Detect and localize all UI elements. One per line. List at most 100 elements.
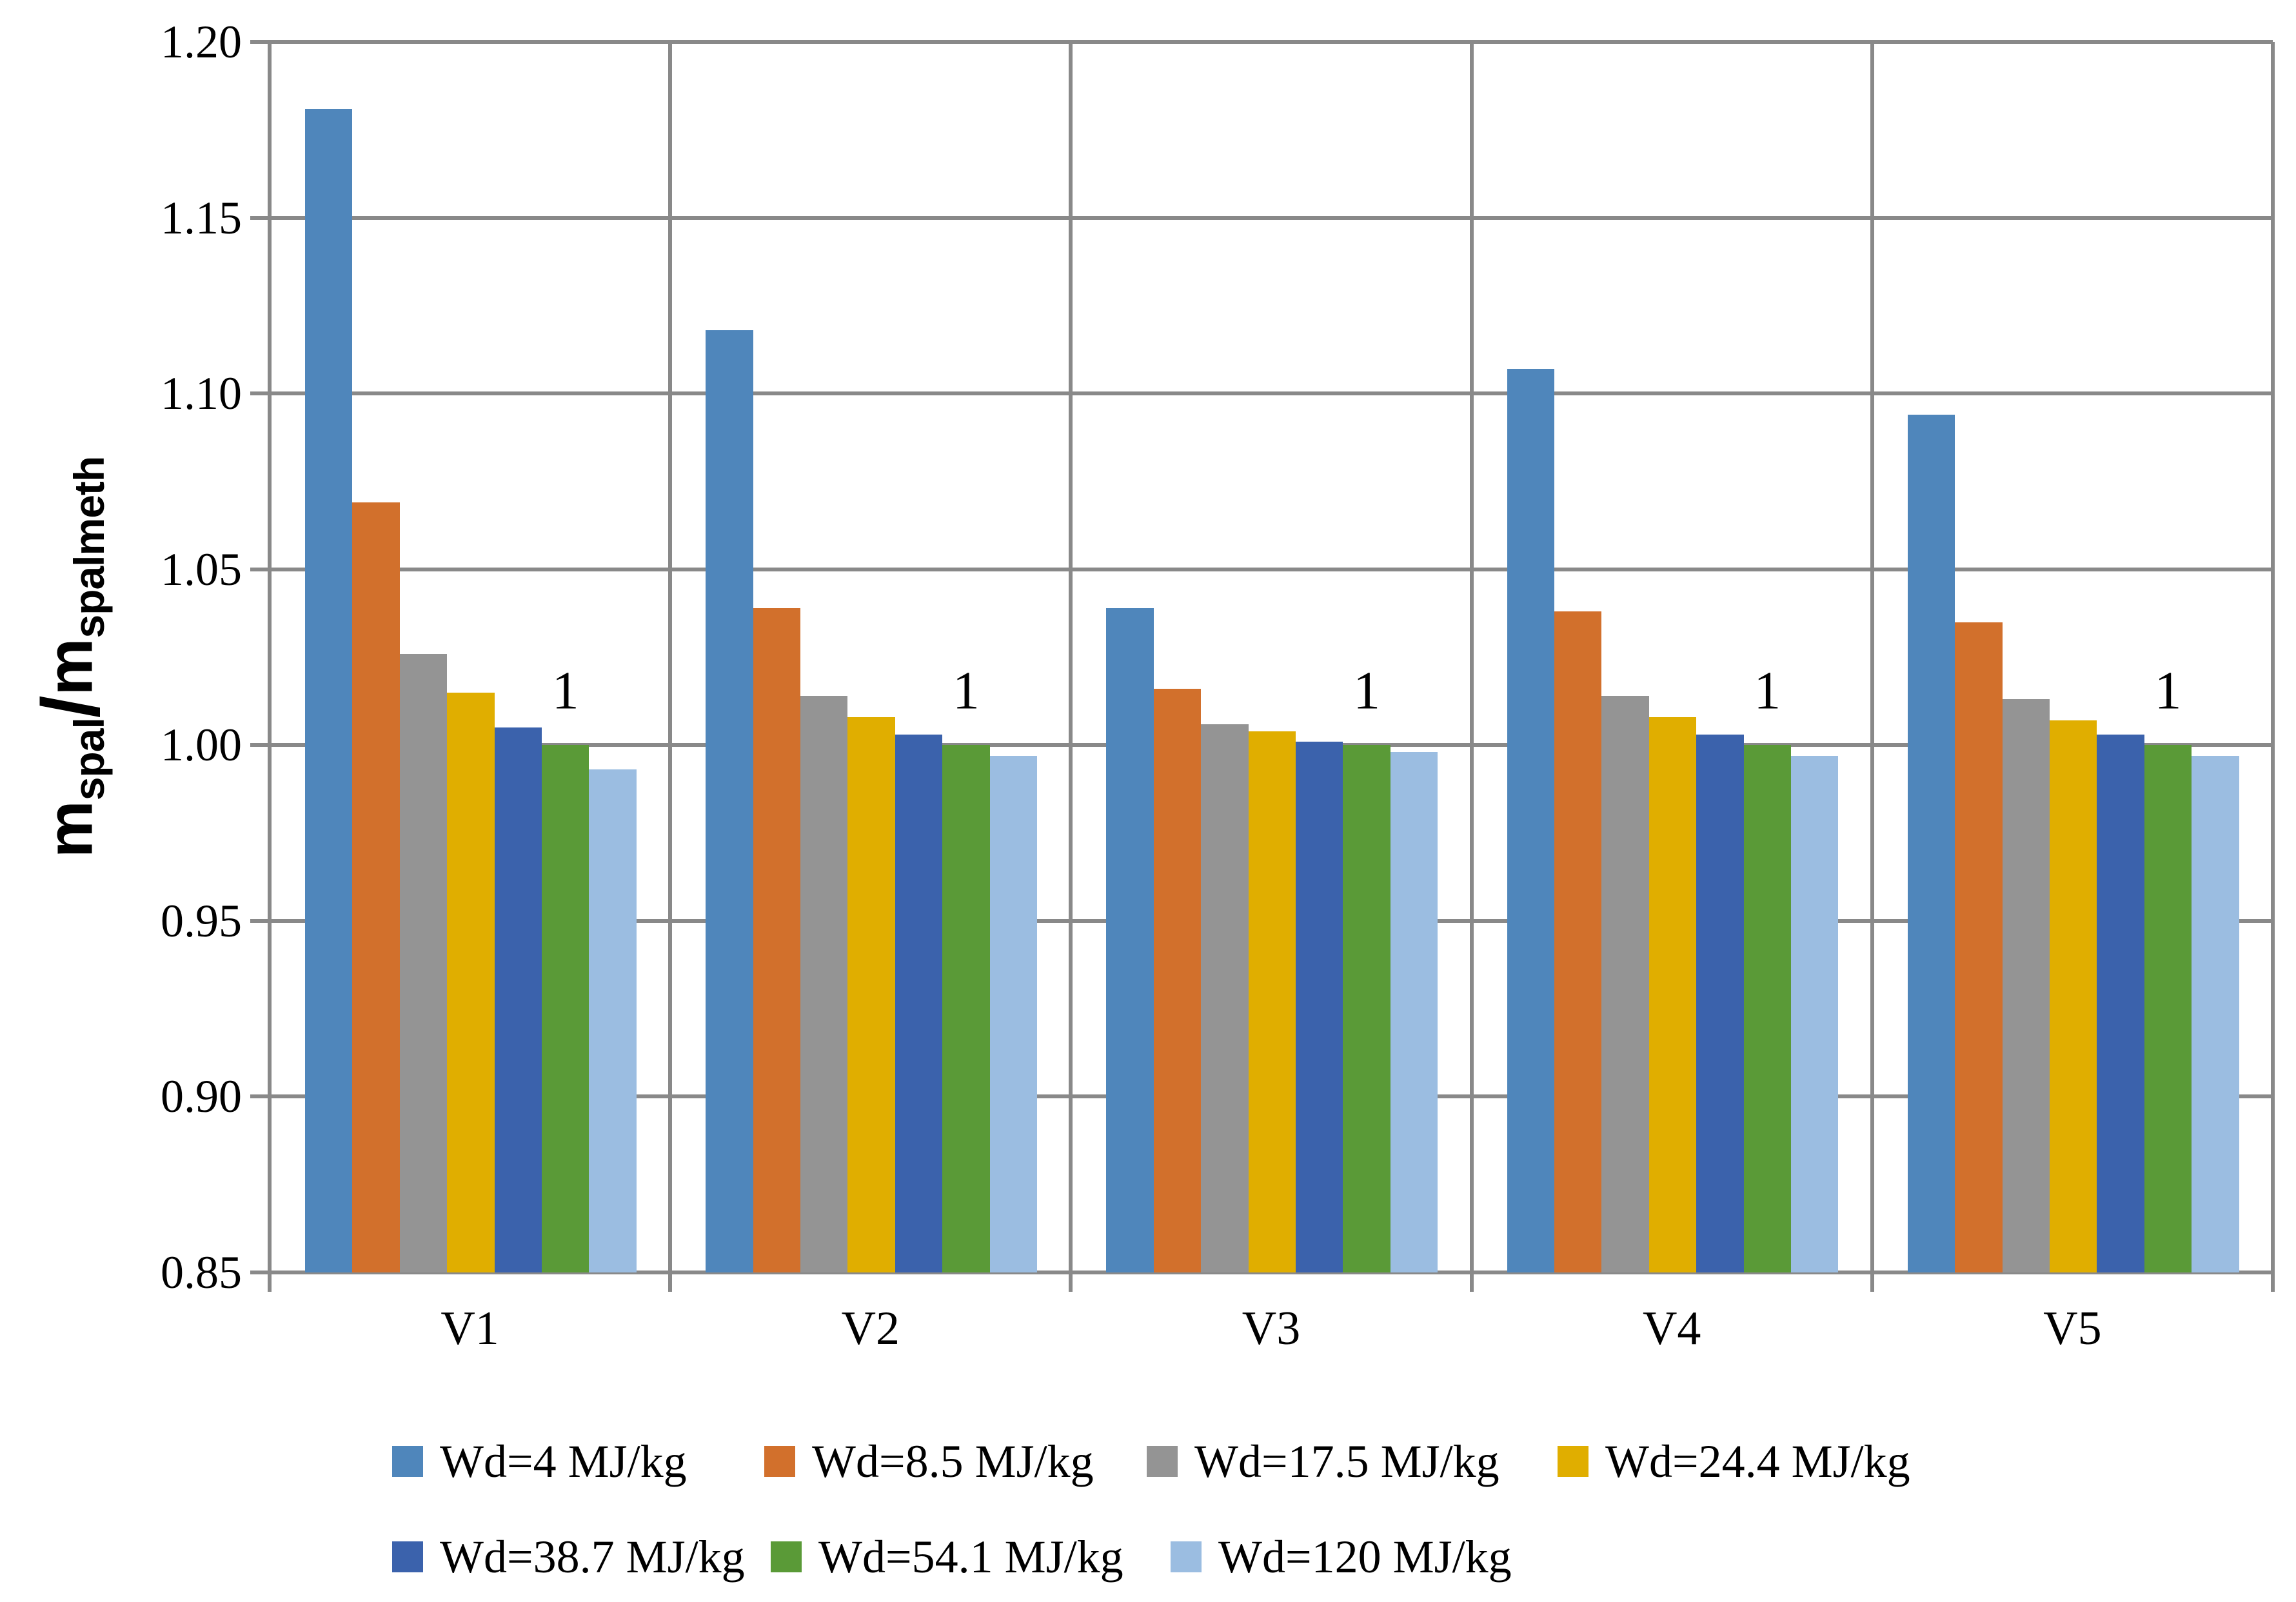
bar-Wd-17.5-MJ-kg-V1 [399, 653, 448, 1272]
legend-label: Wd=54.1 MJ/kg [818, 1530, 1123, 1583]
legend-label: Wd=8.5 MJ/kg [812, 1435, 1094, 1487]
bar-Wd-54.1-MJ-kg-V4 [1743, 745, 1791, 1272]
y-axis-tick-label: 1.15 [161, 192, 242, 244]
y-axis-tick-label: 0.85 [161, 1247, 242, 1298]
bar-Wd-38.7-MJ-kg-V3 [1296, 741, 1343, 1272]
bar-Wd-8.5-MJ-kg-V4 [1554, 611, 1602, 1272]
y-axis-tick-label: 1.20 [161, 16, 242, 68]
bar-Wd-24.4-MJ-kg-V2 [847, 717, 895, 1272]
gridline-horizontal [270, 391, 2273, 396]
bar-Wd-17.5-MJ-kg-V2 [800, 696, 848, 1272]
bar-Wd-120-MJ-kg-V2 [989, 755, 1037, 1272]
y-axis-tick [250, 918, 270, 923]
legend-label: Wd=24.4 MJ/kg [1605, 1435, 1910, 1487]
legend-swatch-icon [392, 1541, 423, 1572]
legend-label: Wd=4 MJ/kg [440, 1435, 687, 1487]
bar-value-label: 1 [2154, 660, 2182, 721]
x-axis-tick [1870, 1272, 1874, 1292]
bar-Wd-54.1-MJ-kg-V3 [1343, 745, 1390, 1272]
bar-Wd-120-MJ-kg-V1 [589, 769, 637, 1272]
gridline-horizontal [270, 567, 2273, 571]
y-axis-title-m2: m [34, 638, 106, 696]
x-axis-tick [1469, 1272, 1474, 1292]
legend-entry-Wd-24.4-MJ-kg: Wd=24.4 MJ/kg [1558, 1430, 1910, 1492]
bar-Wd-120-MJ-kg-V4 [1791, 755, 1839, 1272]
legend-entry-Wd-17.5-MJ-kg: Wd=17.5 MJ/kg [1147, 1430, 1499, 1492]
gridline-horizontal [270, 40, 2273, 44]
gridline-vertical [1069, 42, 1073, 1272]
y-axis-title-separator: / [26, 695, 116, 718]
y-axis-tick-label: 1.00 [161, 719, 242, 771]
bar-Wd-54.1-MJ-kg-V5 [2144, 745, 2192, 1272]
gridline-horizontal [270, 1271, 2273, 1274]
legend-label: Wd=120 MJ/kg [1218, 1530, 1512, 1583]
bar-Wd-4-MJ-kg-V5 [1907, 414, 1955, 1272]
y-axis-tick [250, 1094, 270, 1099]
category-label-V5: V5 [2043, 1302, 2102, 1355]
legend-label: Wd=38.7 MJ/kg [440, 1530, 745, 1583]
legend-swatch-icon [1558, 1446, 1588, 1477]
bar-Wd-38.7-MJ-kg-V2 [895, 734, 943, 1272]
bar-Wd-17.5-MJ-kg-V5 [2002, 699, 2050, 1272]
bar-Wd-4-MJ-kg-V3 [1106, 608, 1154, 1272]
bar-Wd-24.4-MJ-kg-V5 [2050, 720, 2097, 1272]
bar-Wd-8.5-MJ-kg-V2 [753, 608, 800, 1272]
legend-label: Wd=17.5 MJ/kg [1194, 1435, 1499, 1487]
y-axis-tick-label: 0.95 [161, 895, 242, 947]
category-label-V3: V3 [1242, 1302, 1301, 1355]
bar-value-label: 1 [551, 660, 579, 721]
bar-Wd-8.5-MJ-kg-V3 [1153, 689, 1202, 1272]
bar-Wd-8.5-MJ-kg-V5 [1955, 622, 2003, 1272]
y-axis-title-m1: m [34, 800, 106, 858]
gridline-horizontal [270, 215, 2273, 220]
legend-entry-Wd-54.1-MJ-kg: Wd=54.1 MJ/kg [771, 1526, 1123, 1588]
legend-swatch-icon [764, 1446, 795, 1477]
y-axis-tick-label: 1.10 [161, 368, 242, 420]
x-axis-tick [1069, 1272, 1073, 1292]
gridline-vertical [2271, 42, 2275, 1272]
bar-value-label: 1 [1754, 660, 1781, 721]
gridline-vertical [668, 42, 673, 1272]
gridline-vertical [1870, 42, 1874, 1272]
y-axis-tick-label: 0.90 [161, 1071, 242, 1123]
bar-Wd-38.7-MJ-kg-V1 [494, 727, 542, 1272]
category-label-V2: V2 [841, 1302, 900, 1355]
bar-Wd-38.7-MJ-kg-V5 [2097, 734, 2144, 1272]
bar-value-label: 1 [1353, 660, 1381, 721]
bar-Wd-24.4-MJ-kg-V4 [1648, 717, 1697, 1272]
bar-Wd-4-MJ-kg-V2 [706, 330, 753, 1272]
y-axis-tick-label: 1.05 [161, 543, 242, 595]
legend-entry-Wd-38.7-MJ-kg: Wd=38.7 MJ/kg [392, 1526, 745, 1588]
legend-swatch-icon [771, 1541, 802, 1572]
legend-swatch-icon [1147, 1446, 1178, 1477]
bar-Wd-8.5-MJ-kg-V1 [352, 502, 400, 1272]
y-axis-tick [250, 391, 270, 396]
y-axis-tick [250, 743, 270, 747]
bar-Wd-4-MJ-kg-V1 [305, 108, 353, 1272]
bar-Wd-54.1-MJ-kg-V2 [942, 745, 990, 1272]
legend-entry-Wd-120-MJ-kg: Wd=120 MJ/kg [1171, 1526, 1512, 1588]
y-axis-title: mspal/mspalmeth [25, 457, 117, 858]
y-axis-tick [250, 215, 270, 220]
legend-entry-Wd-4-MJ-kg: Wd=4 MJ/kg [392, 1430, 687, 1492]
category-label-V4: V4 [1642, 1302, 1701, 1355]
bar-Wd-17.5-MJ-kg-V3 [1201, 724, 1249, 1272]
bar-Wd-120-MJ-kg-V5 [2192, 755, 2239, 1272]
x-axis-tick [668, 1272, 673, 1292]
legend-swatch-icon [392, 1446, 423, 1477]
bar-value-label: 1 [952, 660, 980, 721]
y-axis-tick [250, 567, 270, 571]
y-axis-tick [250, 1271, 270, 1274]
x-axis-tick [2271, 1272, 2275, 1292]
bar-Wd-38.7-MJ-kg-V4 [1696, 734, 1744, 1272]
bar-Wd-17.5-MJ-kg-V4 [1601, 696, 1649, 1272]
bar-Wd-24.4-MJ-kg-V1 [447, 692, 495, 1272]
y-axis-tick [250, 40, 270, 44]
category-label-V1: V1 [440, 1302, 499, 1355]
bar-Wd-54.1-MJ-kg-V1 [542, 745, 589, 1272]
legend-entry-Wd-8.5-MJ-kg: Wd=8.5 MJ/kg [764, 1430, 1094, 1492]
y-axis-line [268, 42, 272, 1272]
legend-swatch-icon [1171, 1541, 1202, 1572]
bar-Wd-4-MJ-kg-V4 [1507, 369, 1554, 1272]
